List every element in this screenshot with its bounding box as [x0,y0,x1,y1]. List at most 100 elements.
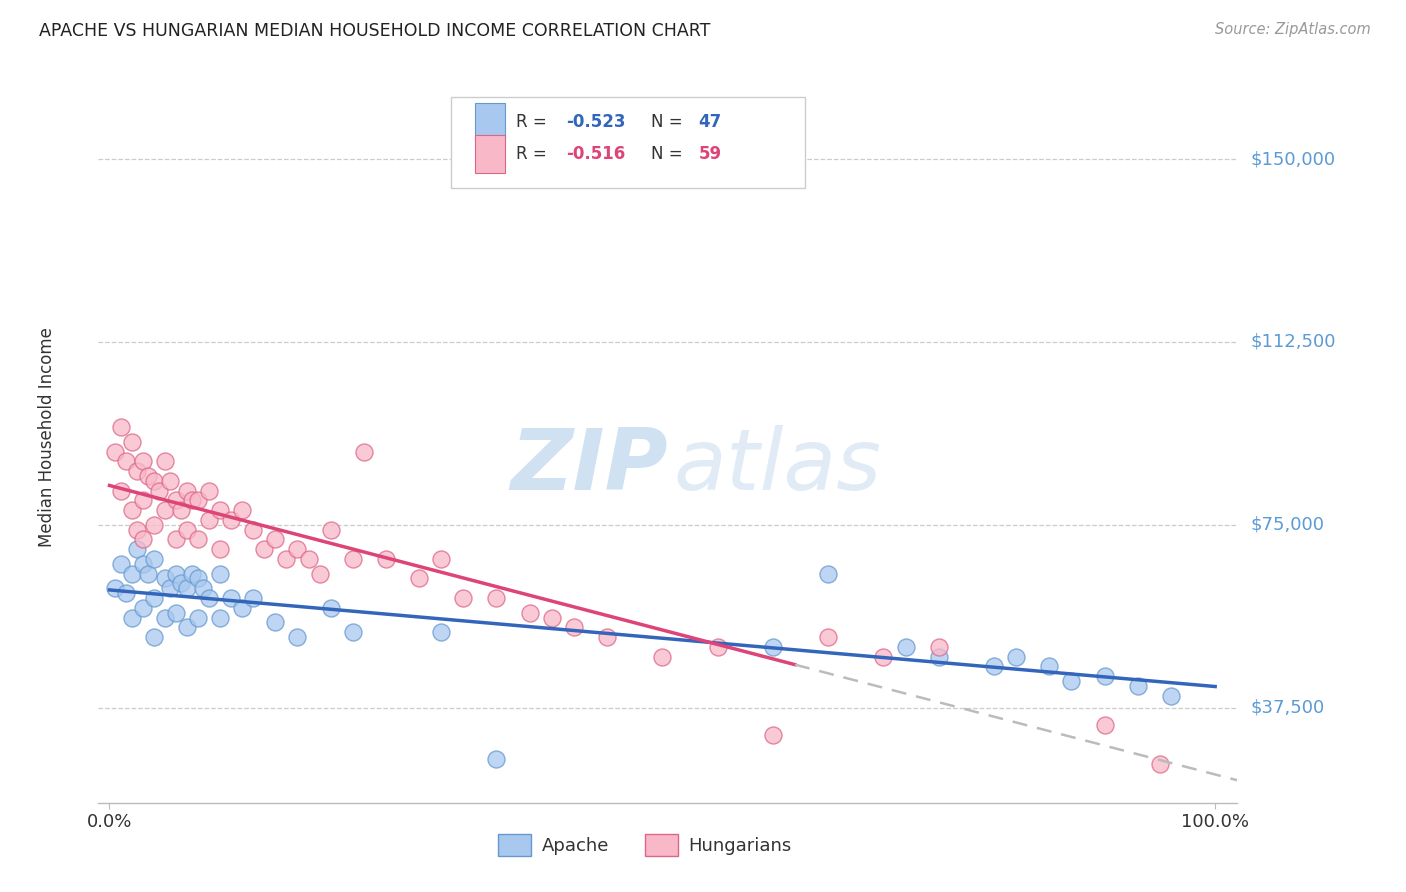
Point [651,649,673,664]
Point [153,454,176,468]
Point [115,454,138,468]
Point [131,454,153,468]
Point [127,542,149,557]
Point [142,517,165,532]
Point [706,640,728,654]
Point [209,610,232,624]
Point [453,591,475,605]
Point [136,469,159,483]
Point [1094,669,1116,683]
Point [519,606,541,620]
Point [817,566,839,581]
Point [264,533,287,547]
Point [374,552,396,566]
Point [165,606,187,620]
Point [1126,679,1149,693]
Point [142,474,165,488]
Text: ZIP: ZIP [510,425,668,508]
Point [131,557,153,571]
Point [159,474,181,488]
Text: atlas: atlas [673,425,882,508]
Point [353,444,375,458]
Point [319,600,342,615]
Point [121,566,143,581]
Text: N =: N = [651,145,688,163]
Point [121,610,143,624]
Point [1149,756,1171,771]
Text: 47: 47 [699,112,721,131]
Point [928,640,950,654]
Point [136,566,159,581]
Point [148,483,170,498]
Point [209,542,232,557]
Point [187,533,209,547]
Text: APACHE VS HUNGARIAN MEDIAN HOUSEHOLD INCOME CORRELATION CHART: APACHE VS HUNGARIAN MEDIAN HOUSEHOLD INC… [39,22,711,40]
Point [142,552,165,566]
Point [131,600,153,615]
Point [1038,659,1060,673]
Point [110,420,132,434]
Point [762,640,785,654]
Point [983,659,1005,673]
Text: -0.516: -0.516 [567,145,626,163]
Point [187,610,209,624]
Point [170,576,193,591]
Point [198,483,221,498]
Text: $37,500: $37,500 [1251,698,1326,716]
Text: N =: N = [651,112,688,131]
Point [176,620,198,634]
Point [231,503,253,517]
FancyBboxPatch shape [451,97,804,188]
Text: 59: 59 [699,145,721,163]
Point [928,649,950,664]
Point [104,444,127,458]
Point [127,464,149,478]
Point [181,566,204,581]
Point [596,630,619,644]
FancyBboxPatch shape [475,103,505,141]
Point [176,483,198,498]
Text: Median Household Income: Median Household Income [38,327,56,547]
Point [319,523,342,537]
Text: $75,000: $75,000 [1251,516,1324,533]
Text: Source: ZipAtlas.com: Source: ZipAtlas.com [1215,22,1371,37]
Point [121,503,143,517]
Point [198,591,221,605]
Point [894,640,917,654]
Point [242,591,264,605]
Point [253,542,276,557]
Point [1060,673,1083,688]
Text: R =: R = [516,145,553,163]
Point [817,630,839,644]
Point [187,572,209,586]
Point [342,552,364,566]
Point [231,600,253,615]
Point [153,503,176,517]
Point [159,581,181,595]
Point [308,566,330,581]
Point [287,630,309,644]
Point [762,727,785,741]
Point [209,503,232,517]
Point [242,523,264,537]
Text: $150,000: $150,000 [1251,150,1336,168]
Point [219,591,242,605]
Point [121,434,143,449]
Point [1160,689,1182,703]
FancyBboxPatch shape [475,135,505,173]
Point [209,566,232,581]
Point [170,503,193,517]
Point [153,572,176,586]
Point [104,581,127,595]
Point [540,610,562,624]
Point [127,523,149,537]
Point [430,625,453,640]
Point [485,591,508,605]
Point [193,581,215,595]
Point [408,572,430,586]
Legend: Apache, Hungarians: Apache, Hungarians [491,827,799,863]
Point [219,513,242,527]
Point [430,552,453,566]
Point [176,523,198,537]
Text: R =: R = [516,112,553,131]
